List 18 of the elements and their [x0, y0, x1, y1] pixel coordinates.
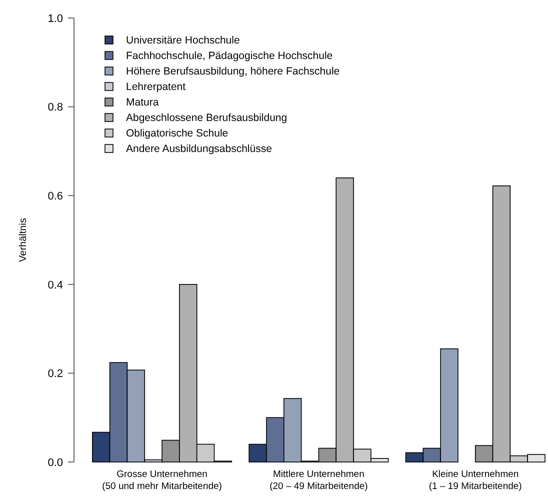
y-tick-label: 0.0 [48, 456, 63, 469]
legend-label: Matura [126, 96, 159, 109]
y-tick-label: 0.2 [48, 368, 63, 380]
y-tick-label: 0.8 [48, 102, 63, 114]
legend-label: Andere Ausbildungsabschlüsse [126, 143, 272, 156]
y-tick-label: 0.6 [48, 190, 63, 202]
x-tick-label: Mittlere Unternehmen (20 – 49 Mitarbeitende) [270, 469, 368, 492]
x-tick-label: Grosse Unternehmen (50 und mehr Mitarbeitende) [102, 469, 222, 492]
y-axis-title: Verhältnis [18, 218, 29, 262]
legend-label: Lehrerpatent [126, 81, 186, 94]
legend-label: Höhere Berufsausbildung, höhere Fachschule [126, 66, 340, 78]
x-tick-label: Kleine Unternehmen (1 – 19 Mitarbeitende) [428, 469, 522, 492]
legend-label: Universitäre Hochschule [126, 34, 240, 47]
legend-label: Abgeschlossene Berufsausbildung [126, 112, 288, 124]
legend-label: Obligatorische Schule [126, 128, 228, 140]
legend-label: Fachhochschule, Pädagogische Hochschule [126, 50, 333, 62]
y-tick-label: 1.0 [48, 12, 63, 25]
y-tick-label: 0.4 [48, 279, 63, 292]
